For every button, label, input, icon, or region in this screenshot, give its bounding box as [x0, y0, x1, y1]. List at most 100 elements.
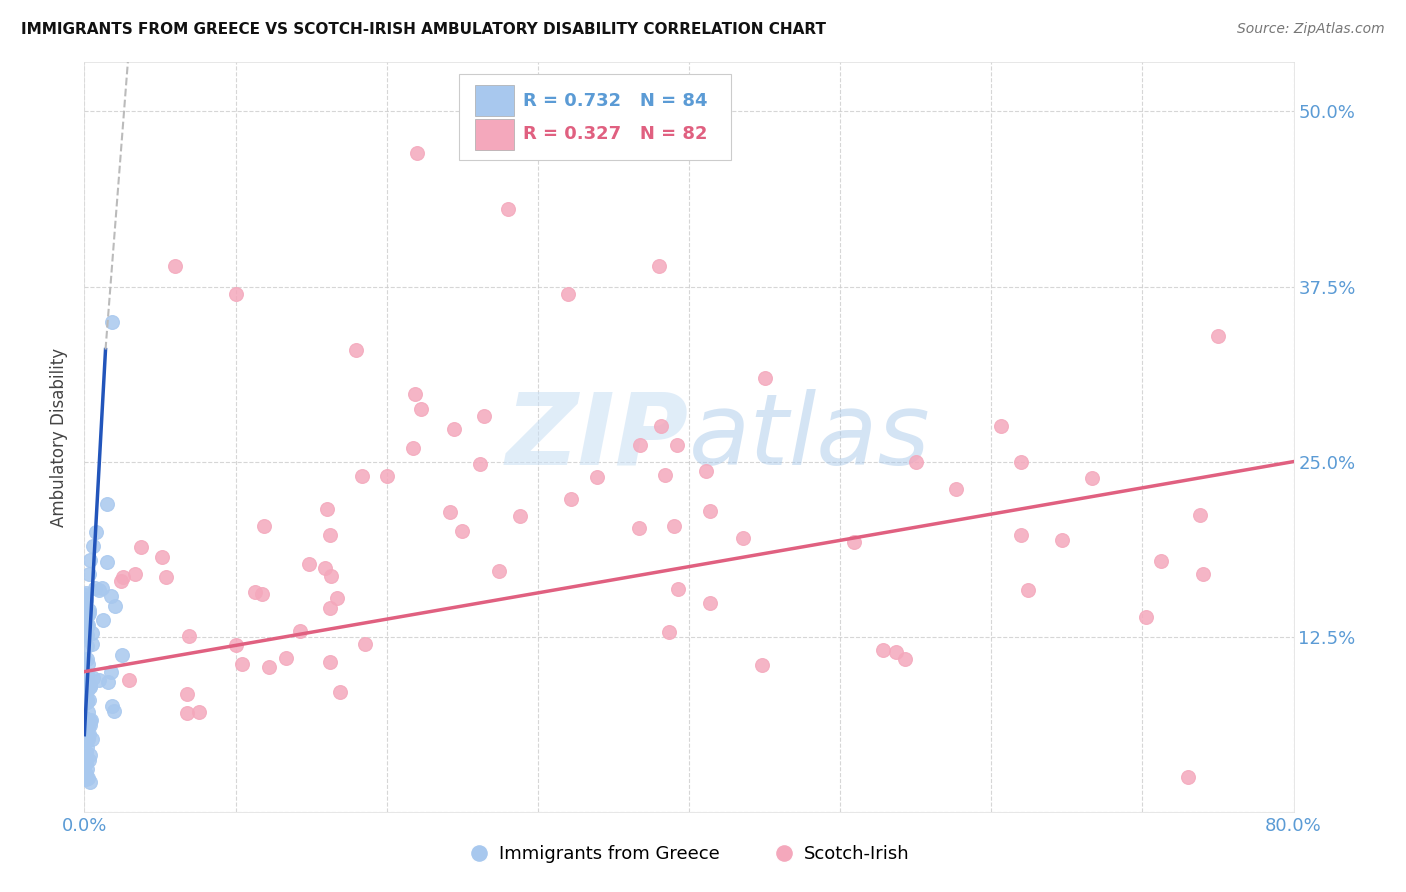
Point [96, 555, 118, 569]
Point [319, 568, 342, 582]
Point [76, 733, 98, 747]
Point [628, 438, 651, 452]
Point [176, 687, 198, 701]
Point [104, 599, 127, 613]
Point [75, 772, 97, 786]
Point [75, 616, 97, 631]
Point [560, 492, 582, 507]
Point [904, 454, 927, 468]
Point [731, 531, 754, 545]
Point [666, 582, 689, 597]
Point [77, 728, 100, 742]
Point [76, 762, 98, 776]
Point [150, 549, 173, 564]
Point [76, 627, 98, 641]
Point [77, 675, 100, 690]
Point [665, 438, 688, 452]
Point [699, 504, 721, 518]
Point [75, 594, 97, 608]
Point [754, 370, 776, 384]
Point [329, 685, 352, 699]
Point [350, 469, 373, 483]
Point [82, 625, 104, 640]
Point [79, 717, 101, 731]
Point [1189, 508, 1212, 522]
Point [662, 519, 685, 533]
Point [488, 564, 510, 578]
Point [1052, 533, 1074, 547]
Point [406, 146, 429, 161]
Point [77, 657, 100, 672]
Point [990, 418, 1012, 433]
Point [79, 679, 101, 693]
Point [319, 601, 342, 615]
Point [1206, 328, 1229, 343]
Point [468, 457, 491, 471]
Point [76, 666, 98, 681]
Point [176, 706, 198, 720]
Point [654, 467, 676, 482]
Point [73, 599, 96, 613]
FancyBboxPatch shape [460, 74, 731, 160]
Point [411, 402, 433, 417]
Point [326, 591, 349, 606]
Point [76, 695, 98, 709]
Point [695, 464, 717, 478]
Point [91, 614, 114, 628]
Point [443, 422, 465, 436]
Point [76, 720, 98, 734]
Point [75, 619, 97, 633]
Point [509, 508, 531, 523]
Text: R = 0.732   N = 84: R = 0.732 N = 84 [523, 92, 707, 110]
Text: atlas: atlas [689, 389, 931, 485]
Point [117, 673, 139, 687]
Point [353, 637, 375, 651]
Legend: Immigrants from Greece, Scotch-Irish: Immigrants from Greece, Scotch-Irish [461, 838, 917, 870]
Point [225, 638, 247, 652]
Point [89, 673, 111, 687]
Point [187, 705, 209, 719]
Point [75, 769, 97, 783]
Point [842, 534, 865, 549]
Point [77, 603, 100, 617]
Point [298, 557, 321, 571]
Point [648, 259, 671, 273]
Text: R = 0.327   N = 82: R = 0.327 N = 82 [523, 126, 707, 144]
Point [496, 202, 519, 217]
Point [319, 656, 342, 670]
Point [1081, 470, 1104, 484]
Point [76, 639, 98, 653]
Point [257, 659, 280, 673]
Point [124, 567, 146, 582]
Point [751, 658, 773, 673]
Point [316, 502, 339, 516]
Point [82, 671, 104, 685]
FancyBboxPatch shape [475, 85, 513, 116]
Point [75, 745, 97, 759]
Point [79, 753, 101, 767]
Point [103, 704, 125, 718]
Point [314, 561, 336, 575]
Point [75, 674, 97, 689]
Point [76, 722, 98, 736]
Point [1177, 770, 1199, 784]
Point [73, 599, 96, 613]
Point [91, 581, 114, 595]
Point [658, 625, 681, 640]
Point [1150, 554, 1173, 568]
Point [79, 552, 101, 566]
Point [112, 570, 135, 584]
Point [1010, 528, 1032, 542]
Point [346, 343, 368, 357]
Point [75, 753, 97, 767]
Text: IMMIGRANTS FROM GREECE VS SCOTCH-IRISH AMBULATORY DISABILITY CORRELATION CHART: IMMIGRANTS FROM GREECE VS SCOTCH-IRISH A… [21, 22, 827, 37]
Point [474, 409, 496, 423]
Point [86, 524, 108, 539]
Point [76, 684, 98, 698]
Point [76, 693, 98, 707]
Point [129, 540, 152, 554]
Point [79, 748, 101, 763]
Point [225, 286, 247, 301]
Point [75, 591, 97, 606]
Point [77, 676, 100, 690]
